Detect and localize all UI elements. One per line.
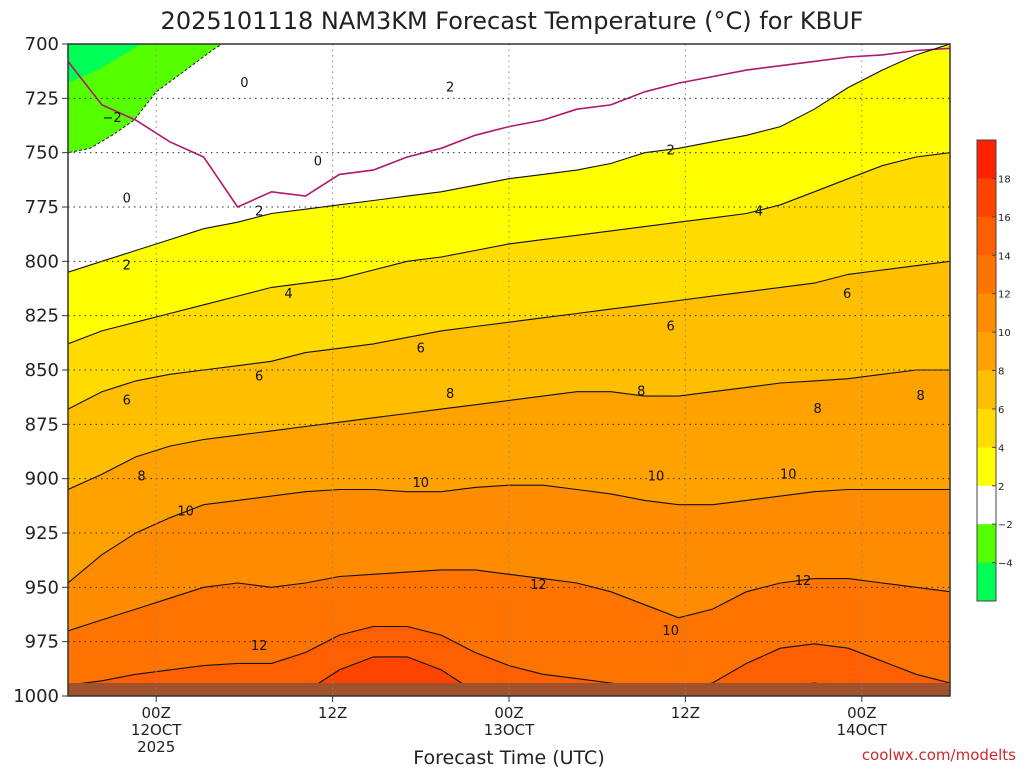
contour-label: 2	[667, 143, 675, 158]
y-tick-label: 1000	[13, 686, 59, 707]
contour-label: 10	[780, 467, 797, 482]
y-tick-label: 900	[25, 469, 59, 490]
legend-swatch	[977, 524, 996, 564]
y-tick-label: 700	[25, 34, 59, 55]
x-tick-label: 14OCT	[837, 721, 888, 739]
y-tick-label: 775	[25, 197, 59, 218]
y-tick-label: 800	[25, 251, 59, 272]
contour-label: 4	[755, 204, 763, 219]
x-tick-label: 00Z	[142, 704, 171, 722]
contour-label: 8	[137, 469, 145, 484]
contour-label: 0	[123, 191, 131, 206]
legend-swatch	[977, 140, 996, 179]
y-tick-label: 925	[25, 523, 59, 544]
temp-band-8-10	[68, 370, 950, 583]
legend-swatch	[977, 216, 996, 256]
contour-label: −2	[103, 111, 122, 126]
legend-swatch	[977, 255, 996, 295]
legend-swatch	[977, 178, 996, 218]
chart-title: 2025101118 NAM3KM Forecast Temperature (…	[161, 7, 864, 35]
contour-label: 10	[413, 476, 430, 491]
contour-label: 6	[843, 287, 851, 302]
isotherm-8	[68, 369, 950, 491]
legend-swatch	[977, 485, 996, 525]
legend-swatch	[977, 370, 996, 410]
isotherm-6	[68, 260, 950, 410]
isotherm-4	[68, 152, 950, 345]
legend-label: 14	[998, 251, 1011, 262]
temp-band-14-16	[68, 626, 950, 696]
y-tick-label: 875	[25, 414, 59, 435]
x-tick-label: 12Z	[318, 704, 347, 722]
contour-label: 12	[795, 574, 812, 589]
y-tick-label: 850	[25, 360, 59, 381]
legend-label: 2	[998, 482, 1004, 493]
x-tick-label: 2025	[137, 738, 175, 756]
contour-label: 0	[240, 76, 248, 91]
legend-label: 16	[998, 213, 1011, 224]
y-tick-label: 725	[25, 88, 59, 109]
legend-label: −4	[998, 559, 1013, 570]
x-tick-label: 13OCT	[484, 721, 535, 739]
contour-label: 8	[814, 402, 822, 417]
ground-surface	[68, 682, 950, 696]
legend-label: 10	[998, 328, 1011, 339]
contour-label: 10	[177, 504, 194, 519]
contour-label: 6	[255, 370, 263, 385]
y-tick-label: 825	[25, 306, 59, 327]
contour-label: 2	[446, 80, 454, 95]
legend-label: −2	[998, 520, 1013, 531]
legend-swatch	[977, 408, 996, 448]
contour-label: 8	[637, 385, 645, 400]
contour-label: 10	[648, 469, 665, 484]
contour-label: 12	[251, 639, 268, 654]
color-legend: 18 16 14 12 10 8 6 4 2 −2 −4	[976, 139, 1013, 602]
legend-label: 8	[998, 367, 1004, 378]
temp-band-minus-4	[68, 44, 142, 84]
temp-band-0-2	[68, 44, 950, 273]
legend-label: 6	[998, 405, 1004, 416]
x-axis-label: Forecast Time (UTC)	[413, 747, 604, 768]
x-tick-label: 00Z	[494, 704, 523, 722]
legend-swatch	[977, 293, 996, 333]
y-tick-label: 750	[25, 143, 59, 164]
legend-label: 12	[998, 290, 1011, 301]
x-tick-label: 12Z	[671, 704, 700, 722]
contour-label: 6	[123, 393, 131, 408]
x-tick-label: 00Z	[847, 704, 876, 722]
contour-label: 6	[667, 320, 675, 335]
legend-swatch	[977, 332, 996, 371]
contour-label: 4	[284, 287, 292, 302]
legend-label: 4	[998, 443, 1004, 454]
y-tick-label: 975	[25, 632, 59, 653]
legend-swatch	[977, 562, 996, 602]
temp-band-10-12	[68, 485, 950, 631]
contour-label: 12	[530, 578, 547, 593]
contour-label: 8	[446, 387, 454, 402]
contour-label: 10	[662, 624, 679, 639]
isotherm-2	[68, 44, 950, 273]
temp-band-12-14	[68, 569, 950, 690]
credit-text: coolwx.com/modelts	[862, 746, 1016, 764]
y-tick-label: 950	[25, 577, 59, 598]
contour-label: 6	[417, 341, 425, 356]
temp-band-below-0	[68, 44, 950, 207]
legend-swatch	[977, 447, 996, 487]
contour-label: 0	[314, 154, 322, 169]
contour-label: 2	[123, 259, 131, 274]
legend-label: 18	[998, 174, 1011, 185]
contour-label: 2	[255, 204, 263, 219]
x-tick-label: 12OCT	[131, 721, 182, 739]
isotherm-12	[68, 569, 950, 632]
contour-label: 8	[916, 389, 924, 404]
